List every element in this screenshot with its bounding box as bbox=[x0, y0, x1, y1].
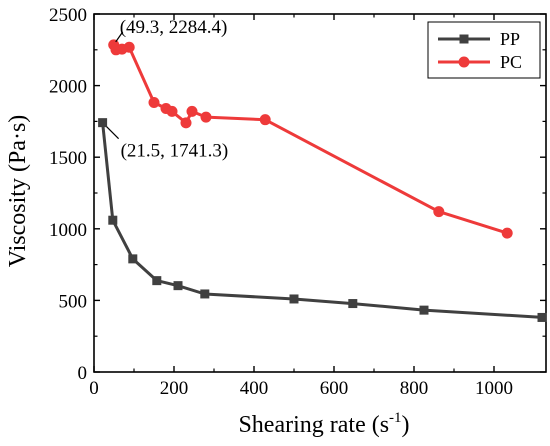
annotation-label: (49.3, 2284.4) bbox=[120, 17, 228, 38]
data-point-pp bbox=[537, 312, 547, 322]
x-tick-label: 1000 bbox=[475, 378, 513, 399]
y-tick-label: 2500 bbox=[49, 5, 87, 26]
data-point-pc bbox=[501, 227, 513, 239]
y-tick-label: 1000 bbox=[49, 220, 87, 241]
x-tick-label: 600 bbox=[320, 378, 349, 399]
data-point-pc bbox=[166, 105, 178, 117]
annotation-leader bbox=[106, 126, 120, 140]
legend-marker-pp bbox=[459, 34, 469, 44]
series-layer bbox=[98, 39, 547, 322]
x-axis-title-sup: -1 bbox=[389, 410, 402, 426]
series-line-pp bbox=[101, 122, 543, 319]
data-point-pp bbox=[128, 254, 138, 264]
annotation-layer: (49.3, 2284.4) (21.5, 1741.3) bbox=[106, 17, 229, 162]
y-tick-label: 2000 bbox=[49, 77, 87, 98]
data-point-pp bbox=[98, 118, 108, 128]
y-tick-label: 1500 bbox=[49, 148, 87, 169]
legend-label-pp: PP bbox=[500, 29, 520, 49]
data-point-pc bbox=[186, 105, 198, 117]
x-tick-label: 400 bbox=[240, 378, 269, 399]
legend-marker-pc bbox=[458, 56, 470, 68]
x-tick-label: 200 bbox=[160, 378, 189, 399]
data-point-pc bbox=[200, 111, 212, 123]
x-tick-label: 800 bbox=[400, 378, 429, 399]
data-point-pc bbox=[433, 206, 445, 218]
data-point-pc bbox=[148, 96, 160, 108]
annotation-label: (21.5, 1741.3) bbox=[121, 141, 229, 162]
y-tick-label: 0 bbox=[78, 363, 88, 384]
x-axis-title-close: ) bbox=[402, 412, 410, 438]
data-point-pp bbox=[108, 215, 118, 225]
data-point-pp bbox=[348, 299, 358, 309]
data-point-pp bbox=[173, 281, 183, 291]
data-point-pc bbox=[123, 41, 135, 53]
legend: PP PC bbox=[427, 21, 541, 79]
data-point-pp bbox=[200, 289, 210, 299]
x-axis-title-main: Shearing rate (s bbox=[238, 412, 389, 438]
x-axis-title: Shearing rate (s-1) bbox=[238, 410, 409, 438]
y-axis-title: Viscosity (Pa·s) bbox=[5, 115, 31, 268]
x-tick-label: 0 bbox=[89, 378, 99, 399]
data-point-pp bbox=[289, 294, 299, 304]
legend-box bbox=[427, 21, 541, 79]
data-point-pp bbox=[419, 305, 429, 315]
legend-label-pc: PC bbox=[500, 52, 522, 72]
annotation-leader bbox=[115, 31, 124, 43]
ticks: 0 200 400 600 800 1000 0 500 1000 1500 2000 2500 bbox=[49, 5, 546, 399]
data-point-pp bbox=[152, 276, 162, 286]
y-tick-label: 500 bbox=[59, 291, 88, 312]
data-point-pc bbox=[180, 117, 192, 129]
data-point-pc bbox=[259, 114, 271, 126]
